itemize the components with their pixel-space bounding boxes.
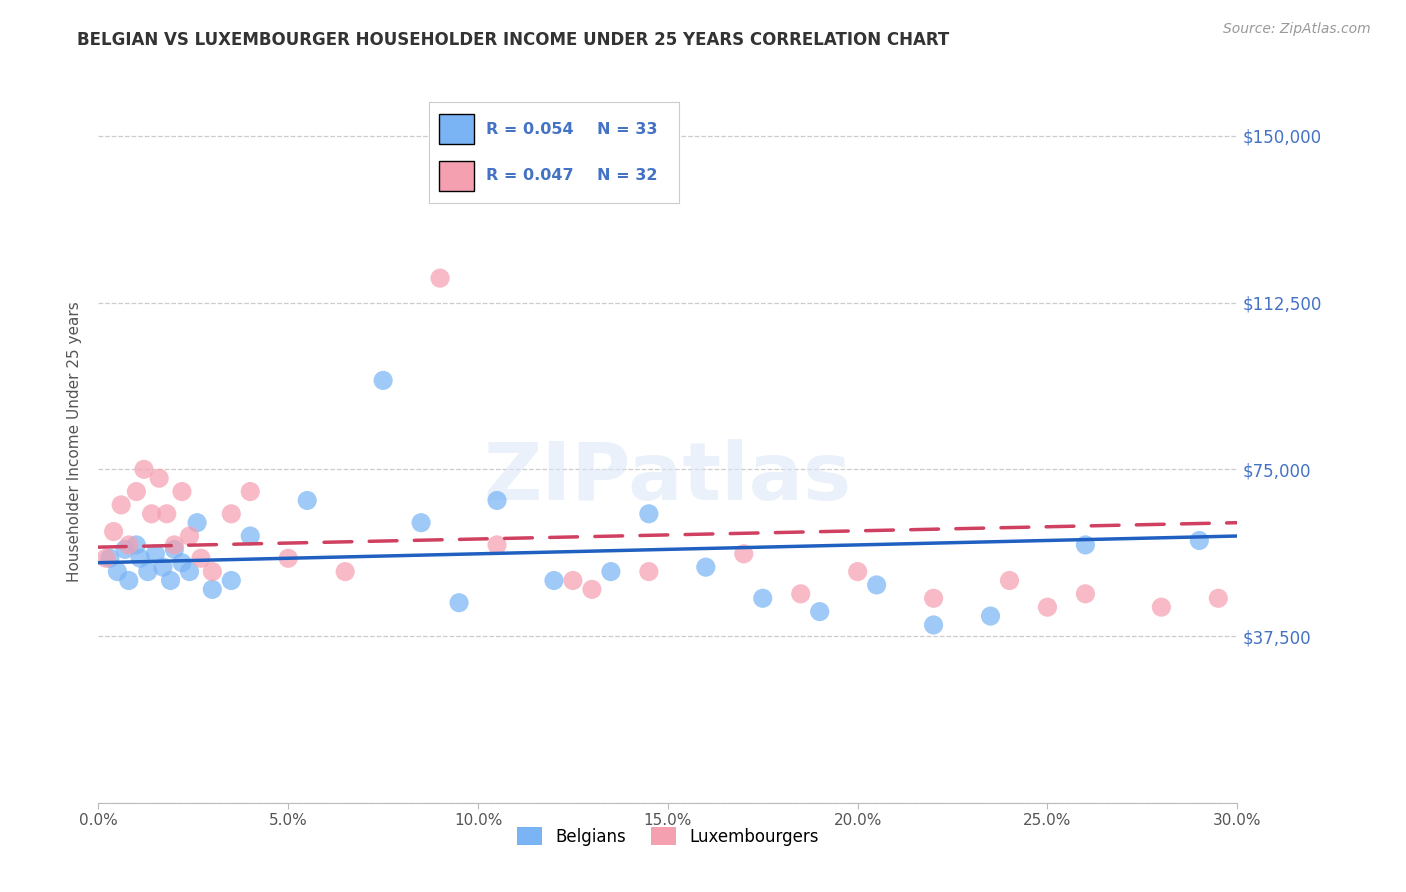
Point <box>98 551 121 566</box>
Text: ZIPatlas: ZIPatlas <box>484 439 852 516</box>
Point <box>163 542 186 557</box>
Point <box>152 560 174 574</box>
Point <box>221 574 243 588</box>
Point <box>335 565 357 579</box>
Point <box>752 591 775 606</box>
Point <box>118 574 141 588</box>
Point <box>998 574 1021 588</box>
Point <box>159 574 181 588</box>
Point <box>179 565 201 579</box>
Point <box>186 516 208 530</box>
Point <box>543 574 565 588</box>
Point <box>190 551 212 566</box>
Point <box>1150 600 1173 615</box>
Point <box>277 551 299 566</box>
Text: BELGIAN VS LUXEMBOURGER HOUSEHOLDER INCOME UNDER 25 YEARS CORRELATION CHART: BELGIAN VS LUXEMBOURGER HOUSEHOLDER INCO… <box>77 31 949 49</box>
Point <box>846 565 869 579</box>
Point <box>638 507 661 521</box>
Point <box>170 484 193 499</box>
Point <box>125 484 148 499</box>
Point <box>866 578 889 592</box>
Point <box>179 529 201 543</box>
Point <box>94 551 117 566</box>
Point <box>221 507 243 521</box>
Point <box>156 507 179 521</box>
Point <box>297 493 319 508</box>
Point <box>1036 600 1059 615</box>
Point <box>581 582 603 597</box>
Point <box>118 538 141 552</box>
Point <box>239 529 262 543</box>
Point <box>1208 591 1230 606</box>
Point <box>922 618 945 632</box>
Point <box>148 471 170 485</box>
Point <box>808 605 831 619</box>
Point <box>922 591 945 606</box>
Point <box>170 556 193 570</box>
Point <box>1188 533 1211 548</box>
Point <box>125 538 148 552</box>
Y-axis label: Householder Income Under 25 years: Householder Income Under 25 years <box>67 301 83 582</box>
Point <box>695 560 717 574</box>
Point <box>411 516 433 530</box>
Point <box>429 271 451 285</box>
Point <box>733 547 755 561</box>
Point <box>790 587 813 601</box>
Point <box>562 574 585 588</box>
Point <box>201 565 224 579</box>
Point <box>136 565 159 579</box>
Point <box>371 373 394 387</box>
Point <box>600 565 623 579</box>
Point <box>201 582 224 597</box>
Point <box>1074 587 1097 601</box>
Point <box>141 507 163 521</box>
Point <box>114 542 136 557</box>
Point <box>486 493 509 508</box>
Point <box>239 484 262 499</box>
Point <box>110 498 132 512</box>
Point <box>129 551 152 566</box>
Point <box>979 609 1001 624</box>
Point <box>103 524 125 539</box>
Legend: Belgians, Luxembourgers: Belgians, Luxembourgers <box>510 821 825 852</box>
Point <box>1074 538 1097 552</box>
Point <box>638 565 661 579</box>
Point <box>145 547 167 561</box>
Text: Source: ZipAtlas.com: Source: ZipAtlas.com <box>1223 22 1371 37</box>
Point <box>447 596 470 610</box>
Point <box>107 565 129 579</box>
Point <box>486 538 509 552</box>
Point <box>163 538 186 552</box>
Point <box>132 462 155 476</box>
